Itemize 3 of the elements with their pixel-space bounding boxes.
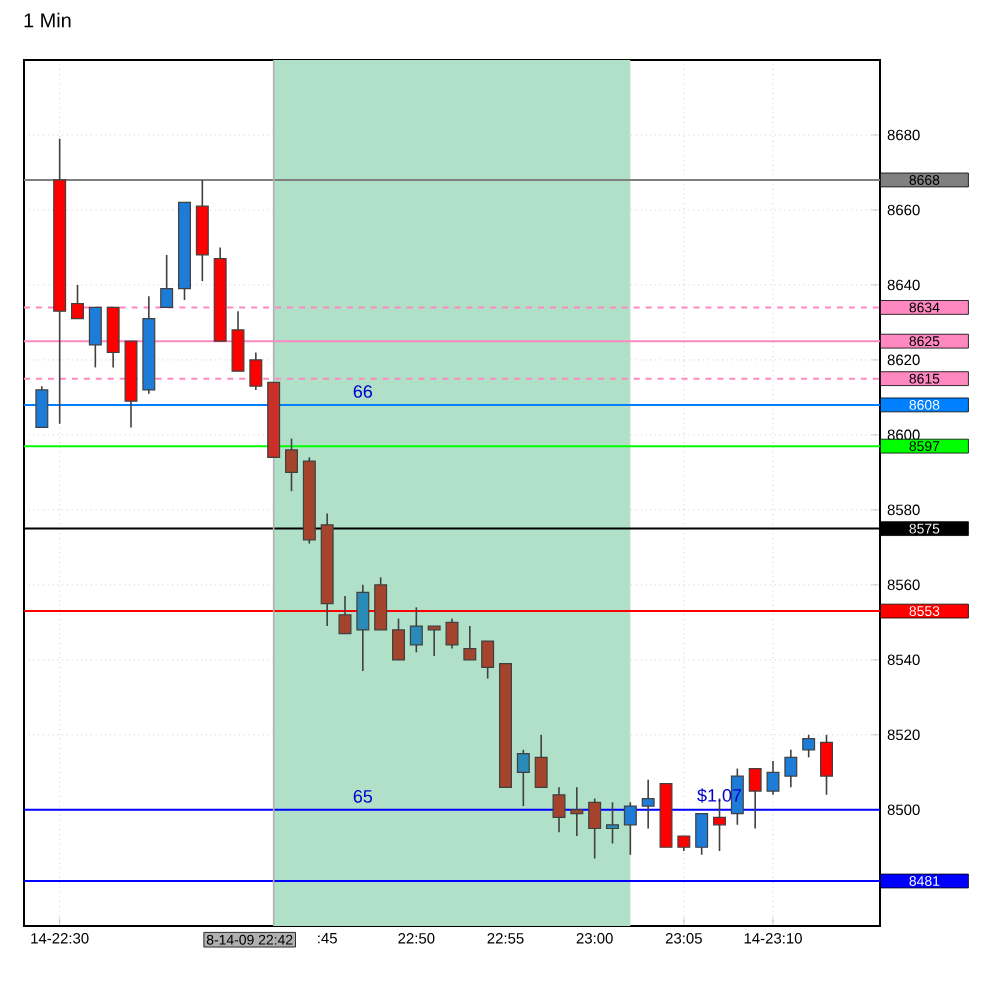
annotation: 65 [353,790,373,803]
chart-title: 1 Min [24,12,71,28]
annotation: 66 [353,385,373,398]
